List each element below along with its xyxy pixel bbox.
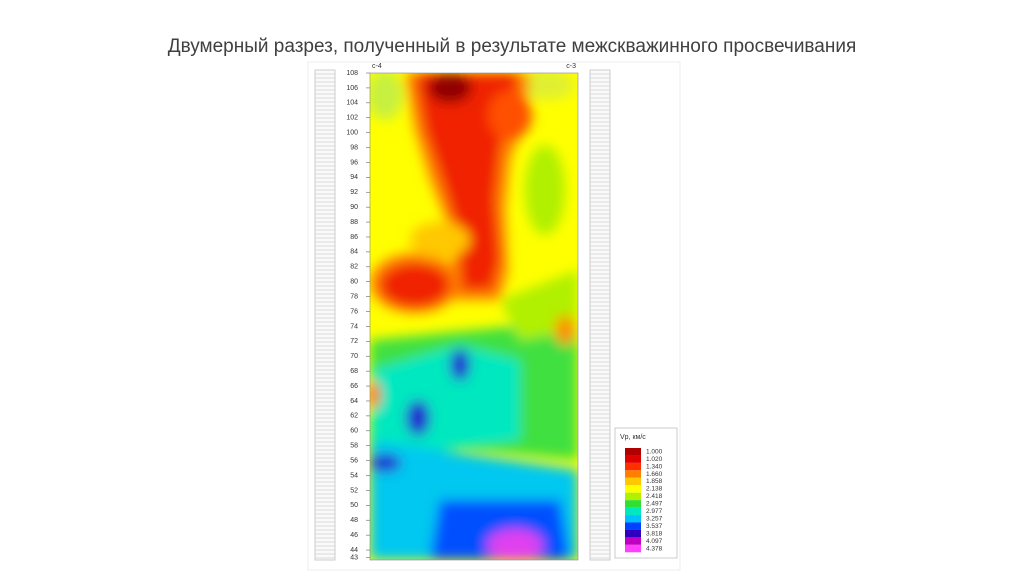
depth-tick-label: 86 <box>350 234 358 241</box>
depth-tick-label: 92 <box>350 189 358 196</box>
legend-swatch <box>625 455 641 463</box>
legend-label: 2.418 <box>646 493 663 500</box>
legend-swatch <box>625 507 641 516</box>
depth-tick-label: 78 <box>350 293 358 300</box>
depth-tick-label: 68 <box>350 368 358 375</box>
depth-tick-label: 43 <box>350 554 358 561</box>
legend-swatch <box>625 462 641 471</box>
legend-swatch <box>625 492 641 501</box>
legend-swatch <box>625 537 641 545</box>
right-well-label: с-3 <box>566 63 576 70</box>
legend-swatch <box>625 448 641 456</box>
legend-label: 4.097 <box>646 538 663 545</box>
depth-tick-label: 50 <box>350 502 358 509</box>
legend-label: 2.138 <box>646 486 663 493</box>
depth-tick-label: 88 <box>350 219 358 226</box>
depth-tick-label: 84 <box>350 249 358 256</box>
legend-label: 1.340 <box>646 463 663 470</box>
depth-tick-label: 62 <box>350 413 358 420</box>
slide-title: Двумерный разрез, полученный в результат… <box>168 36 857 57</box>
depth-tick-label: 100 <box>346 129 358 136</box>
depth-tick-label: 58 <box>350 443 358 450</box>
legend-title: Vp, км/с <box>620 434 646 441</box>
legend-label: 4.378 <box>646 545 663 552</box>
legend-box <box>614 427 678 559</box>
legend-label: 1.858 <box>646 478 663 485</box>
legend-swatch <box>625 529 641 538</box>
left-well-label: с-4 <box>372 63 382 70</box>
legend-label: 1.020 <box>646 456 663 463</box>
legend-label: 3.537 <box>646 523 663 530</box>
legend-swatch <box>625 485 641 493</box>
legend-swatch <box>625 477 641 486</box>
depth-tick-label: 56 <box>350 457 358 464</box>
depth-tick-label: 76 <box>350 308 358 315</box>
section-border <box>369 72 579 561</box>
legend-swatch <box>625 544 641 553</box>
depth-tick-label: 90 <box>350 204 358 211</box>
left-well-column <box>314 69 336 561</box>
depth-tick-label: 104 <box>346 100 358 107</box>
depth-tick-label: 98 <box>350 144 358 151</box>
legend-label: 1.000 <box>646 448 663 455</box>
legend-swatch <box>625 515 641 523</box>
legend-label: 1.660 <box>646 471 663 478</box>
depth-tick-label: 72 <box>350 338 358 345</box>
legend-label: 2.497 <box>646 501 663 508</box>
depth-tick-label: 108 <box>346 70 358 77</box>
depth-tick-label: 66 <box>350 383 358 390</box>
legend-swatch <box>625 522 641 530</box>
velocity-section <box>370 73 578 560</box>
legend-label: 2.977 <box>646 508 663 515</box>
depth-tick-label: 102 <box>346 115 358 122</box>
legend-swatch <box>625 500 641 508</box>
depth-tick-label: 94 <box>350 174 358 181</box>
depth-tick-label: 82 <box>350 264 358 271</box>
depth-tick-label: 60 <box>350 428 358 435</box>
depth-tick-label: 54 <box>350 472 358 479</box>
depth-tick-label: 52 <box>350 487 358 494</box>
legend-label: 3.257 <box>646 515 663 522</box>
depth-tick-label: 70 <box>350 353 358 360</box>
depth-tick-label: 74 <box>350 323 358 330</box>
depth-tick-label: 44 <box>350 547 358 554</box>
depth-tick-label: 96 <box>350 159 358 166</box>
depth-tick-label: 48 <box>350 517 358 524</box>
depth-tick-label: 80 <box>350 279 358 286</box>
depth-tick-label: 64 <box>350 398 358 405</box>
depth-tick-label: 46 <box>350 532 358 539</box>
right-well-column <box>589 69 611 561</box>
legend-swatch <box>625 470 641 478</box>
depth-tick-label: 106 <box>346 85 358 92</box>
legend-label: 3.818 <box>646 530 663 537</box>
